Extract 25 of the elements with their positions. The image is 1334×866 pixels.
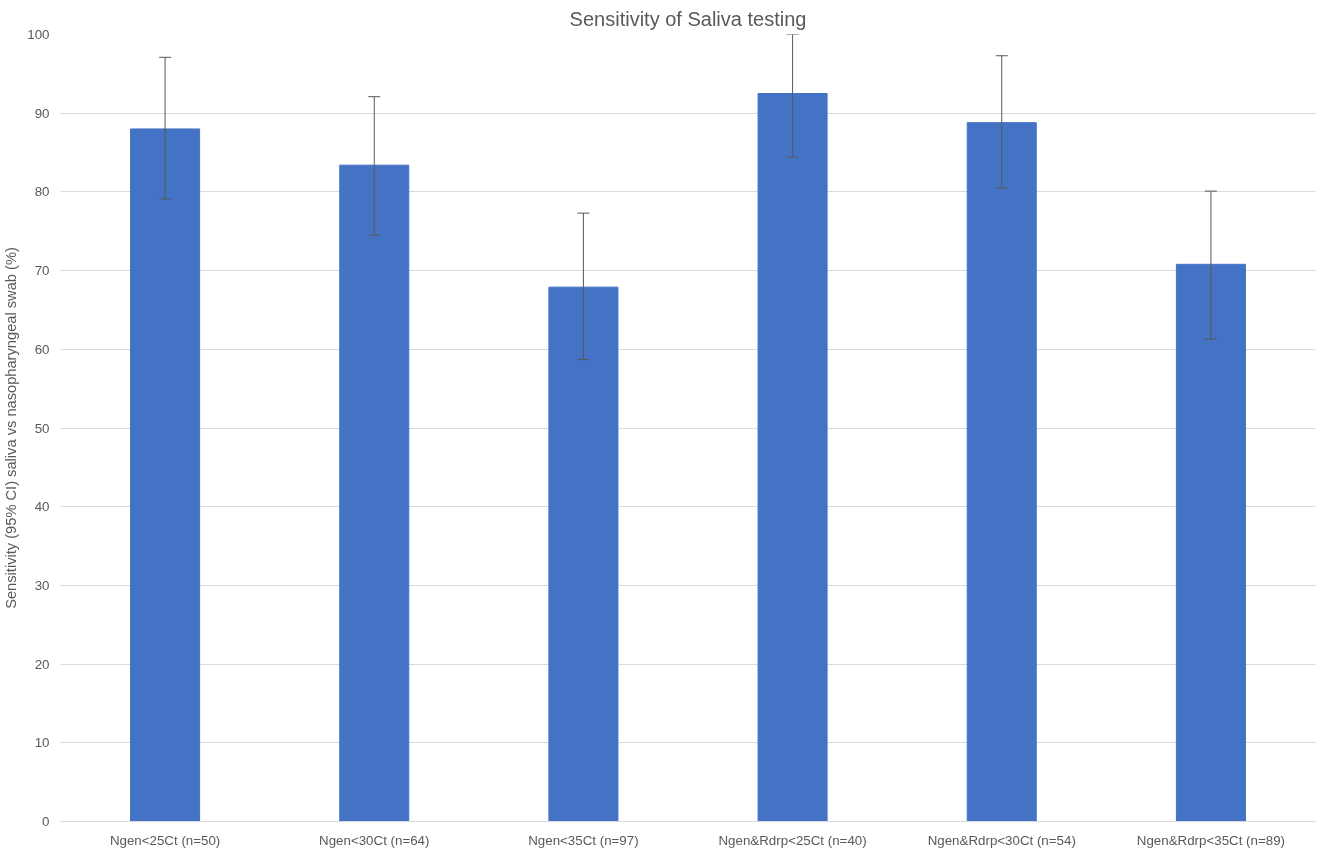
y-tick-label: 20 bbox=[34, 656, 50, 672]
x-tick-label: Ngen<35Ct (n=97) bbox=[528, 832, 639, 848]
bar bbox=[548, 286, 619, 822]
y-tick-label: 80 bbox=[34, 184, 50, 200]
y-tick-label: 90 bbox=[34, 105, 50, 121]
y-tick-label: 50 bbox=[34, 420, 50, 436]
x-tick-label: Ngen&Rdrp<25Ct (n=40) bbox=[718, 832, 867, 848]
x-tick-label: Ngen&Rdrp<30Ct (n=54) bbox=[927, 832, 1076, 848]
bar bbox=[130, 128, 201, 822]
bar bbox=[1175, 263, 1246, 822]
x-tick-label: Ngen&Rdrp<35Ct (n=89) bbox=[1136, 832, 1286, 848]
y-tick-label: 60 bbox=[34, 341, 50, 357]
y-tick-label: 10 bbox=[34, 735, 50, 751]
bar bbox=[339, 164, 410, 822]
y-axis-title: Sensitivity (95% CI) saliva vs nasopharyngeal swab (%) bbox=[3, 247, 20, 609]
y-tick-label: 70 bbox=[34, 263, 50, 279]
bar bbox=[966, 122, 1037, 822]
x-tick-label: Ngen<25Ct (n=50) bbox=[109, 832, 221, 848]
x-tick-label: Ngen<30Ct (n=64) bbox=[319, 832, 430, 848]
y-tick-label: 100 bbox=[27, 27, 50, 42]
y-tick-label: 0 bbox=[42, 814, 50, 829]
y-tick-label: 30 bbox=[34, 577, 50, 593]
y-tick-label: 40 bbox=[34, 499, 50, 515]
bar bbox=[757, 93, 828, 822]
chart-title: Sensitivity of Saliva testing bbox=[569, 7, 807, 30]
